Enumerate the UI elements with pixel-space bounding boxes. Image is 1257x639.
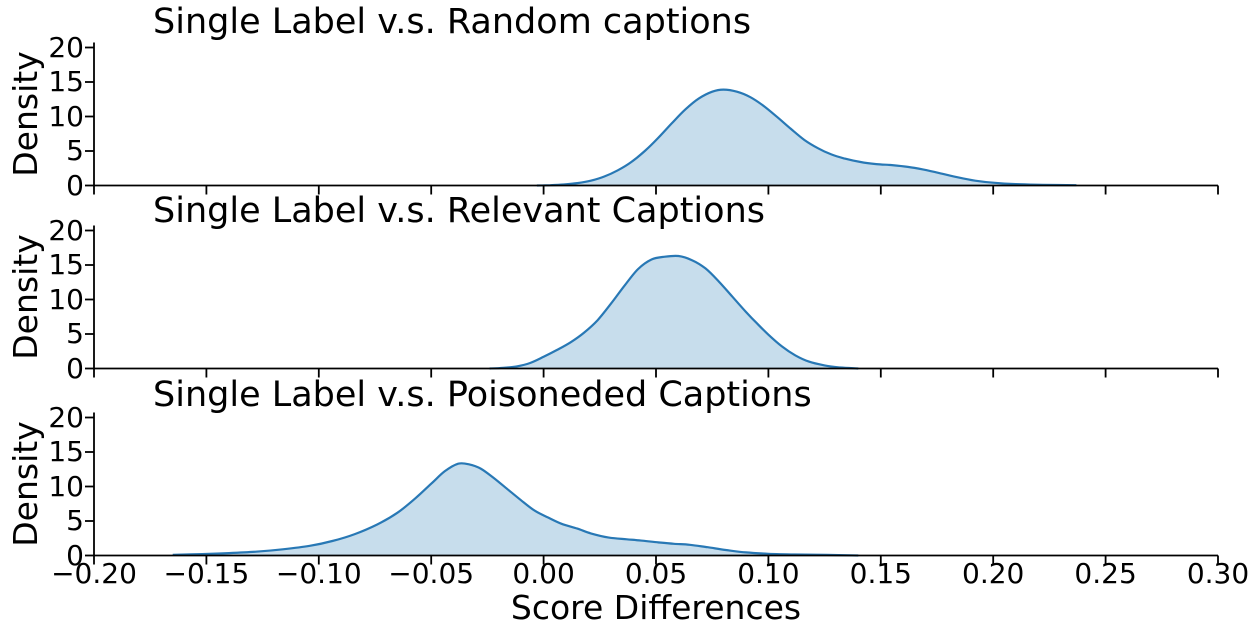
kde-line <box>489 254 859 370</box>
x-tick-label: 0.25 <box>1074 557 1137 590</box>
x-tick-label: 0.20 <box>962 557 1025 590</box>
x-tick-label: 0.05 <box>624 557 688 590</box>
y-tick-label: 5 <box>66 504 84 537</box>
subplot2-title: Single Label v.s. Relevant Captions <box>153 190 765 231</box>
x-tick-label: 0.10 <box>737 557 800 590</box>
x-tick-label: −0.05 <box>388 557 475 590</box>
x-tick-label: −0.15 <box>163 557 250 590</box>
y-tick-label: 0 <box>66 168 84 202</box>
x-tick-label: −0.20 <box>51 557 137 590</box>
y-tick-label: 0 <box>66 351 84 385</box>
y-tick-label: 0 <box>66 538 84 572</box>
y-tick-label: 5 <box>66 317 84 350</box>
kde-line <box>172 462 859 557</box>
y-tick-label: 15 <box>48 248 84 281</box>
xaxis-label: Score Differences <box>510 588 802 627</box>
x-tick-label: 0.00 <box>512 557 575 590</box>
x-tick-label: −0.10 <box>275 557 362 590</box>
y-tick-label: 10 <box>48 282 84 316</box>
y-tick-label: 20 <box>48 400 84 434</box>
kde-fill <box>536 89 1077 186</box>
subplot-2 <box>85 225 1219 378</box>
subplot-3 <box>85 412 1219 565</box>
kde-fill <box>172 463 859 556</box>
y-tick-label: 20 <box>48 30 84 64</box>
subplot1-title: Single Label v.s. Random captions <box>153 1 752 42</box>
x-tick-label: 0.30 <box>1186 557 1250 590</box>
y-tick-label: 10 <box>48 99 84 133</box>
kde-line <box>536 88 1077 187</box>
y-tick-label: 10 <box>48 469 84 503</box>
subplot-1 <box>85 42 1219 195</box>
subplot3-title: Single Label v.s. Poisoneded Captions <box>153 374 812 415</box>
kde-fill <box>489 255 859 369</box>
y-tick-label: 15 <box>48 435 84 468</box>
y-tick-label: 20 <box>48 213 84 247</box>
x-tick-label: 0.15 <box>849 557 912 590</box>
y-tick-label: 15 <box>48 65 84 98</box>
y-tick-label: 5 <box>66 134 84 167</box>
